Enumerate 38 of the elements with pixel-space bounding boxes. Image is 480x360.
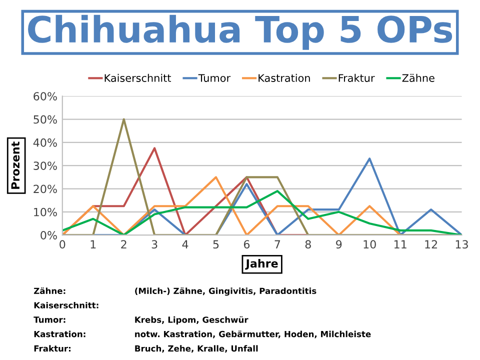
y-tick-label: 40%: [33, 138, 57, 147]
x-tick-label: 11: [394, 240, 406, 248]
legend-label: Tumor: [198, 74, 231, 82]
x-tick-label: 6: [244, 240, 250, 249]
text: Krebs, Lipom, Geschwür: [135, 316, 248, 324]
text: Fraktur:: [34, 345, 70, 352]
x-tick-label: 9: [336, 240, 342, 249]
x-tick-label: 2: [121, 240, 126, 248]
y-tick-label: 10%: [34, 208, 57, 216]
x-tick-label: 8: [305, 240, 311, 249]
y-tick-label: 30%: [34, 162, 57, 170]
text: Kastration:: [34, 330, 86, 338]
legend-label: Fraktur: [338, 74, 375, 82]
text: Tumor:: [34, 316, 66, 323]
text: (Milch-) Zähne, Gingivitis, Paradontitis: [135, 287, 316, 296]
y-tick-label: 60%: [34, 92, 57, 100]
x-tick-label: 10: [364, 240, 376, 249]
x-tick-label: 1: [90, 240, 96, 248]
legend-label: Kastration: [258, 74, 310, 82]
y-tick-label: 20%: [34, 184, 57, 194]
x-tick-label: 13: [456, 240, 468, 249]
x-tick-label: 0: [60, 240, 66, 249]
y-tick-label: 50%: [34, 115, 57, 124]
text: Zähne:: [34, 287, 66, 294]
y-axis-title: Prozent: [11, 142, 20, 189]
x-tick-label: 4: [182, 240, 188, 248]
x-axis-title: Jahre: [245, 259, 278, 270]
legend-label: Zähne: [402, 74, 434, 82]
x-tick-label: 3: [152, 240, 158, 249]
x-tick-label: 5: [213, 240, 219, 249]
text: notw. Kastration, Gebärmutter, Hoden, Milchleiste: [135, 330, 371, 338]
legend-label: Kaiserschnitt: [104, 74, 171, 82]
x-tick-label: 12: [425, 240, 437, 248]
chart-title: Chihuahua Top 5 OPs: [28, 14, 452, 50]
y-tick-label: 0%: [40, 231, 57, 240]
text: Kaiserschnitt:: [34, 302, 98, 308]
text: Bruch, Zehe, Kralle, Unfall: [135, 345, 258, 353]
x-tick-label: 7: [274, 240, 280, 248]
